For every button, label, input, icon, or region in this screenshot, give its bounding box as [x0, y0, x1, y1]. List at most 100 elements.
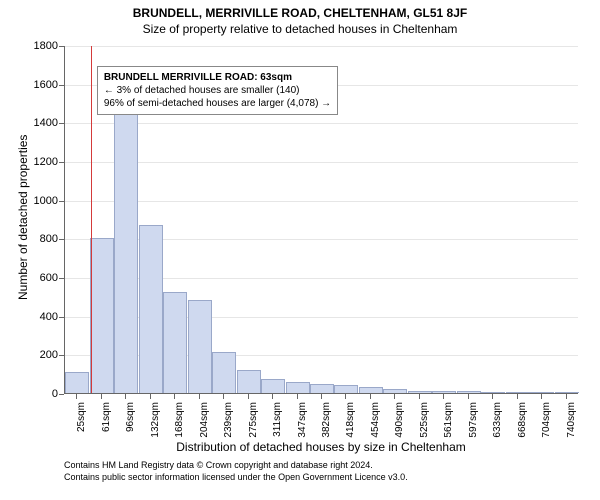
x-tick-mark [248, 394, 249, 399]
x-tick-label: 454sqm [370, 402, 381, 442]
y-tick-label: 800 [18, 233, 58, 245]
x-tick-mark [76, 394, 77, 399]
histogram-bar [408, 391, 432, 393]
x-axis-label: Distribution of detached houses by size … [64, 440, 578, 454]
x-tick-mark [321, 394, 322, 399]
x-tick-label: 168sqm [174, 402, 185, 442]
histogram-bar [506, 392, 530, 393]
histogram-bar [481, 392, 505, 393]
y-tick-mark [59, 123, 64, 124]
x-tick-label: 525sqm [419, 402, 430, 442]
x-tick-mark [492, 394, 493, 399]
histogram-bar [457, 391, 481, 393]
footer-line2: Contains public sector information licen… [64, 472, 408, 484]
x-tick-mark [125, 394, 126, 399]
x-tick-mark [223, 394, 224, 399]
x-tick-mark [566, 394, 567, 399]
x-tick-label: 61sqm [101, 402, 112, 442]
histogram-bar [65, 372, 89, 393]
x-tick-mark [345, 394, 346, 399]
x-tick-label: 311sqm [272, 402, 283, 442]
y-tick-mark [59, 278, 64, 279]
x-tick-mark [541, 394, 542, 399]
plot-area: BRUNDELL MERRIVILLE ROAD: 63sqm ← 3% of … [64, 46, 578, 394]
histogram-bar [310, 384, 334, 393]
histogram-bar [261, 379, 285, 393]
y-tick-mark [59, 46, 64, 47]
chart-title-1: BRUNDELL, MERRIVILLE ROAD, CHELTENHAM, G… [0, 0, 600, 20]
y-tick-mark [59, 239, 64, 240]
histogram-bar [90, 238, 114, 393]
y-tick-mark [59, 317, 64, 318]
histogram-bar [188, 300, 212, 393]
y-tick-label: 400 [18, 311, 58, 323]
x-tick-label: 490sqm [394, 402, 405, 442]
gridline [65, 46, 578, 47]
x-tick-mark [174, 394, 175, 399]
y-tick-label: 600 [18, 272, 58, 284]
y-tick-label: 1400 [18, 117, 58, 129]
y-tick-mark [59, 162, 64, 163]
info-box-line3: 96% of semi-detached houses are larger (… [104, 97, 331, 110]
x-tick-mark [419, 394, 420, 399]
y-tick-label: 1600 [18, 79, 58, 91]
y-tick-label: 1000 [18, 195, 58, 207]
x-tick-label: 704sqm [541, 402, 552, 442]
info-box-line2: ← 3% of detached houses are smaller (140… [104, 84, 331, 97]
histogram-bar [114, 107, 138, 393]
gridline [65, 123, 578, 124]
x-tick-mark [272, 394, 273, 399]
histogram-bar [139, 225, 163, 393]
histogram-bar [432, 391, 456, 393]
info-box: BRUNDELL MERRIVILLE ROAD: 63sqm ← 3% of … [97, 66, 338, 115]
x-tick-label: 96sqm [125, 402, 136, 442]
x-tick-label: 25sqm [76, 402, 87, 442]
x-tick-mark [517, 394, 518, 399]
histogram-bar [334, 385, 358, 393]
x-tick-label: 633sqm [492, 402, 503, 442]
y-tick-label: 1800 [18, 40, 58, 52]
x-tick-label: 132sqm [150, 402, 161, 442]
x-tick-label: 597sqm [468, 402, 479, 442]
histogram-bar [555, 392, 579, 393]
chart-title-2: Size of property relative to detached ho… [0, 20, 600, 36]
y-tick-mark [59, 394, 64, 395]
y-tick-label: 1200 [18, 156, 58, 168]
histogram-bar [237, 370, 261, 393]
y-tick-mark [59, 201, 64, 202]
x-tick-label: 561sqm [443, 402, 454, 442]
marker-line [91, 46, 92, 393]
histogram-bar [212, 352, 236, 393]
y-tick-label: 0 [18, 388, 58, 400]
x-tick-label: 740sqm [566, 402, 577, 442]
x-tick-label: 347sqm [297, 402, 308, 442]
y-tick-mark [59, 85, 64, 86]
histogram-bar [530, 392, 554, 393]
x-tick-mark [150, 394, 151, 399]
histogram-bar [359, 387, 383, 393]
histogram-bar [286, 382, 310, 393]
x-tick-mark [101, 394, 102, 399]
info-box-line1: BRUNDELL MERRIVILLE ROAD: 63sqm [104, 71, 331, 84]
histogram-bar [163, 292, 187, 393]
gridline [65, 162, 578, 163]
x-tick-label: 418sqm [345, 402, 356, 442]
chart-container: BRUNDELL, MERRIVILLE ROAD, CHELTENHAM, G… [0, 0, 600, 500]
x-tick-mark [468, 394, 469, 399]
footer-attribution: Contains HM Land Registry data © Crown c… [64, 460, 408, 483]
x-tick-mark [394, 394, 395, 399]
y-tick-label: 200 [18, 349, 58, 361]
gridline [65, 201, 578, 202]
y-tick-mark [59, 355, 64, 356]
footer-line1: Contains HM Land Registry data © Crown c… [64, 460, 408, 472]
x-tick-mark [443, 394, 444, 399]
x-tick-mark [297, 394, 298, 399]
x-tick-mark [199, 394, 200, 399]
x-tick-mark [370, 394, 371, 399]
histogram-bar [383, 389, 407, 393]
x-tick-label: 204sqm [199, 402, 210, 442]
x-tick-label: 275sqm [248, 402, 259, 442]
x-tick-label: 382sqm [321, 402, 332, 442]
x-tick-label: 668sqm [517, 402, 528, 442]
x-tick-label: 239sqm [223, 402, 234, 442]
